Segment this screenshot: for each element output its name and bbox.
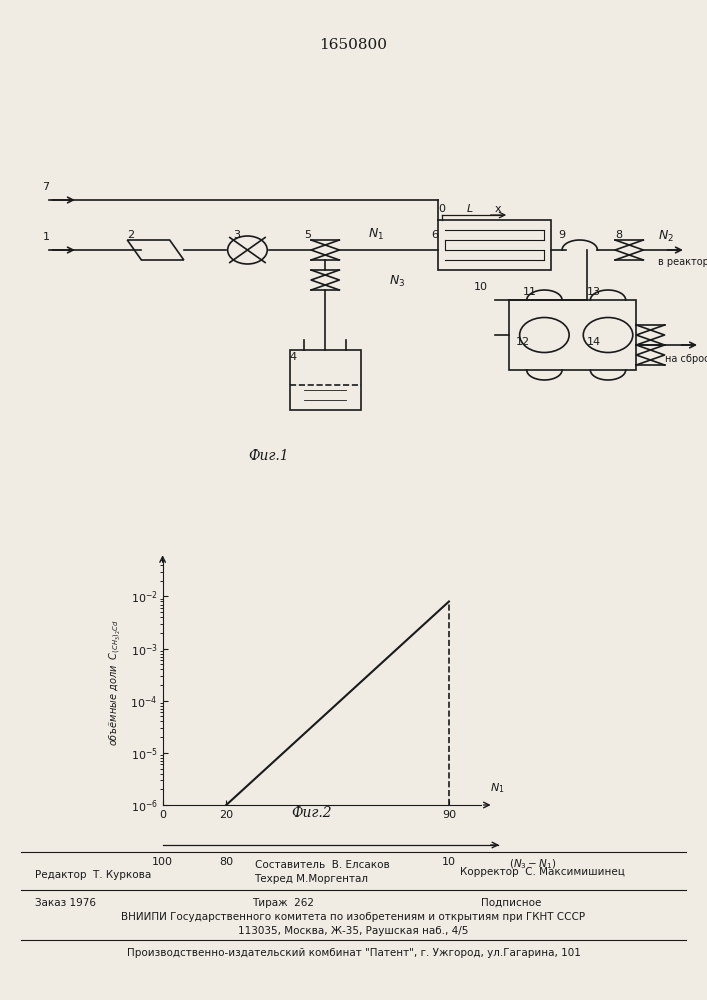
Text: 8: 8 (615, 230, 622, 239)
Text: 80: 80 (219, 857, 233, 867)
Y-axis label: объёмные доли  $C_{(CH_3)_2Cd}$: объёмные доли $C_{(CH_3)_2Cd}$ (108, 619, 124, 746)
Text: $(N_3-N_1)$: $(N_3-N_1)$ (509, 857, 556, 871)
Text: 5: 5 (304, 230, 311, 239)
Text: 13: 13 (587, 287, 601, 297)
Text: x: x (495, 205, 501, 215)
Text: 10: 10 (474, 282, 488, 292)
Text: 1: 1 (42, 232, 49, 242)
Text: $N_2$: $N_2$ (658, 229, 674, 244)
Text: 7: 7 (42, 182, 49, 192)
Text: 11: 11 (523, 287, 537, 297)
Text: на сброс: на сброс (665, 355, 707, 364)
Text: 10: 10 (442, 857, 456, 867)
Text: 3: 3 (233, 230, 240, 239)
Text: 113035, Москва, Ж-35, Раушская наб., 4/5: 113035, Москва, Ж-35, Раушская наб., 4/5 (238, 926, 469, 936)
Text: L: L (467, 205, 473, 215)
Text: 2: 2 (127, 230, 134, 239)
Text: Заказ 1976: Заказ 1976 (35, 898, 96, 908)
Text: 12: 12 (516, 337, 530, 347)
Text: Производственно-издательский комбинат "Патент", г. Ужгород, ул.Гагарина, 101: Производственно-издательский комбинат "П… (127, 948, 580, 958)
Text: 6: 6 (431, 230, 438, 239)
Text: $N_1$: $N_1$ (368, 227, 384, 242)
Text: в реактор: в реактор (658, 257, 707, 267)
Text: 1650800: 1650800 (320, 38, 387, 52)
Text: Тираж  262: Тираж 262 (252, 898, 314, 908)
Text: 14: 14 (587, 337, 601, 347)
Text: $N_3$: $N_3$ (389, 274, 405, 289)
Text: ВНИИПИ Государственного комитета по изобретениям и открытиям при ГКНТ СССР: ВНИИПИ Государственного комитета по изоб… (122, 912, 585, 922)
Text: Фиг.1: Фиг.1 (248, 449, 289, 463)
Text: 0: 0 (438, 205, 445, 215)
Text: 9: 9 (559, 230, 566, 239)
Text: 100: 100 (152, 857, 173, 867)
Text: Техред М.Моргентал: Техред М.Моргентал (255, 874, 368, 884)
Text: Фиг.2: Фиг.2 (291, 806, 332, 820)
Text: Подписное: Подписное (481, 898, 541, 908)
Text: $N_1$: $N_1$ (491, 782, 505, 795)
Text: Редактор  Т. Куркова: Редактор Т. Куркова (35, 870, 151, 880)
Text: Составитель  В. Елсаков: Составитель В. Елсаков (255, 860, 390, 870)
Text: Корректор  С. Максимишинец: Корректор С. Максимишинец (460, 867, 624, 877)
Text: 4: 4 (290, 352, 297, 362)
